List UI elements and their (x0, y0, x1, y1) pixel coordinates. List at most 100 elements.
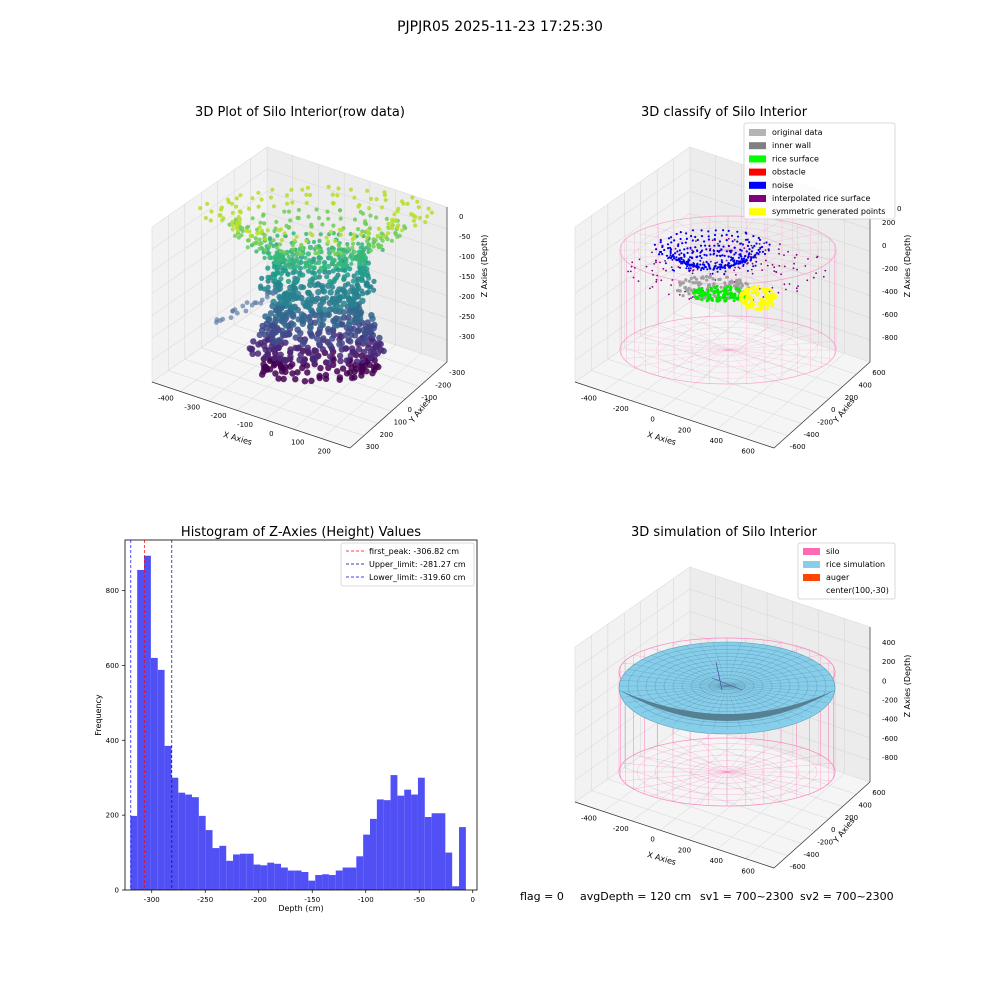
raw-point (359, 232, 364, 237)
cls-noise-point (685, 237, 689, 240)
cls-noise-point (746, 238, 749, 241)
cls-noise-point (677, 243, 680, 246)
cls-noise-point (747, 255, 750, 258)
cls-noise-point (678, 249, 682, 252)
cls-noise-point (763, 252, 767, 256)
raw-point (405, 201, 410, 206)
cls-noise-point (671, 258, 674, 261)
cls-noise-point (753, 244, 756, 248)
raw-point (352, 249, 357, 255)
cls-noise-point (714, 264, 717, 267)
cls-noise-point (703, 263, 706, 266)
cls-noise-point (679, 237, 682, 241)
raw-point (324, 235, 329, 240)
raw-point (284, 329, 291, 336)
cls-noise-point (670, 241, 673, 244)
cls-grid-line (688, 336, 794, 420)
cls-inner-wall-point (745, 282, 749, 286)
cls-inner-wall-point (697, 281, 701, 285)
raw-point (375, 234, 381, 239)
raw-point (328, 230, 333, 235)
cls-noise-point (678, 259, 681, 262)
cls-silo-rib-ring (637, 221, 819, 279)
cls-grid-line (745, 353, 845, 439)
cls-symmetric-point (773, 295, 777, 300)
raw-point (259, 275, 265, 281)
raw-point (389, 238, 394, 243)
raw-point (265, 274, 271, 280)
raw-z-tick-label: -50 (459, 233, 470, 241)
raw-point (286, 209, 292, 214)
cls-inner-wall-point (676, 289, 680, 293)
cls-inner-wall-point (692, 275, 697, 279)
raw-point (364, 290, 370, 296)
cls-interpolated-point (674, 247, 677, 250)
cls-noise-point (759, 246, 762, 249)
cls-noise-point (739, 253, 742, 256)
raw-point (350, 237, 355, 242)
raw-x-tick-label: -300 (184, 403, 200, 411)
sim-y-axis-line (773, 781, 871, 869)
cls-noise-point (736, 235, 740, 238)
cls-y-tick-label: 200 (845, 394, 858, 402)
raw-point (416, 205, 421, 210)
raw-point (323, 295, 330, 301)
raw-point (278, 227, 283, 232)
cls-interpolated-point (797, 285, 799, 287)
raw-point (346, 309, 353, 316)
histogram-bar (191, 797, 199, 890)
raw-point (330, 268, 336, 274)
cls-noise-point (688, 269, 691, 272)
sim-y-tick-label: 200 (845, 814, 858, 822)
raw-point (268, 343, 275, 350)
cls-noise-point (661, 245, 664, 249)
cls-inner-wall-point (686, 289, 690, 293)
histogram-bar (294, 870, 302, 890)
classify-legend-label: rice surface (772, 154, 819, 163)
raw-point (356, 314, 364, 322)
cls-noise-point (727, 244, 731, 248)
raw-point (256, 190, 261, 195)
raw-point (284, 193, 290, 198)
raw-point (363, 326, 371, 333)
cls-noise-point (708, 249, 712, 252)
cls-interpolated-point (632, 276, 635, 279)
raw-point (396, 223, 401, 228)
cls-noise-point (689, 256, 691, 259)
cls-noise-point (754, 264, 757, 267)
cls-noise-point (755, 242, 758, 245)
cls-noise-point (690, 263, 693, 266)
raw-point (257, 225, 262, 230)
raw-point (295, 295, 301, 301)
cls-noise-point (658, 253, 661, 256)
cls-interpolated-point (660, 279, 663, 282)
raw-point (359, 297, 366, 304)
histogram-bar (157, 669, 165, 890)
raw-point (273, 226, 278, 231)
cls-noise-point (744, 261, 746, 264)
cls-noise-point (713, 244, 716, 247)
raw-point (270, 298, 277, 306)
cls-noise-point (713, 252, 716, 255)
raw-point (282, 209, 287, 214)
raw-grid-line (184, 358, 378, 424)
cls-noise-point (672, 253, 675, 256)
cls-noise-point (701, 266, 704, 269)
cls-noise-point (718, 250, 721, 253)
cls-interpolated-point (651, 251, 653, 254)
raw-point (313, 261, 318, 266)
raw-grid-line (293, 344, 396, 430)
sim-y-tick-label: 600 (872, 789, 885, 797)
cls-interpolated-point (760, 263, 763, 265)
raw-point (319, 284, 325, 291)
raw-point (276, 280, 282, 286)
histogram-bars (130, 555, 466, 890)
raw-point (244, 300, 250, 305)
cls-inner-wall-point (697, 283, 701, 287)
raw-point (292, 334, 299, 341)
raw-point (290, 321, 297, 328)
raw-point (300, 187, 305, 192)
cls-noise-point (678, 253, 681, 256)
cls-noise-point (686, 265, 689, 268)
raw-point (265, 284, 271, 290)
